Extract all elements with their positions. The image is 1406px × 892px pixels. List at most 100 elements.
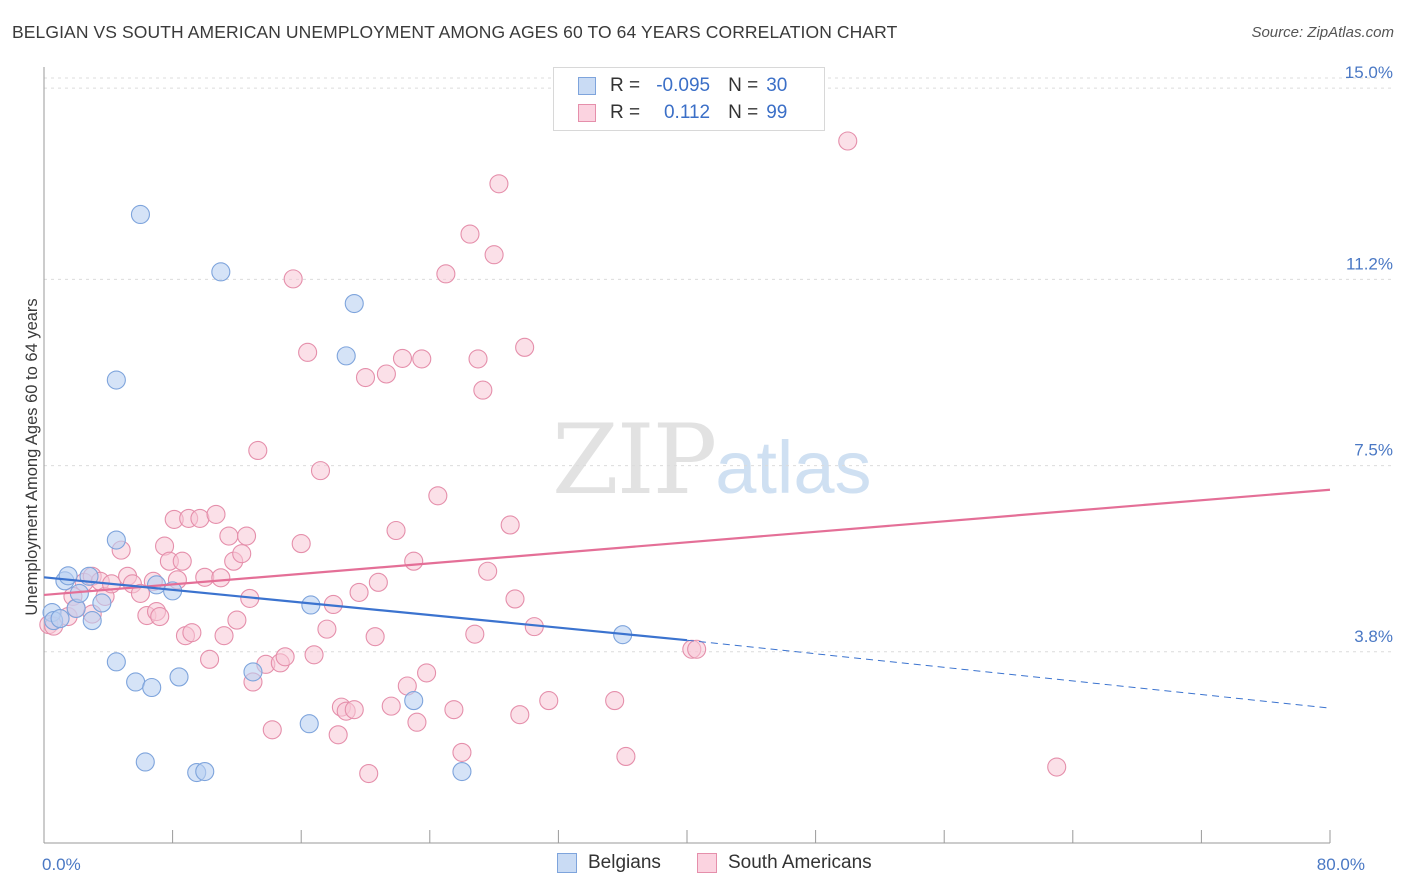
belgians-trend-line [43,576,688,642]
belgian-point [404,691,424,711]
belgian-point [195,761,215,782]
south-american-point [365,627,385,647]
south-american-point [248,440,268,461]
south-american-point [515,337,535,357]
south-american-point [616,746,636,766]
south-american-point [505,589,525,609]
south-american-point [328,725,348,745]
n-label: N = [728,75,759,96]
belgian-point [142,677,162,698]
south-american-point [444,700,464,720]
r-label: R = [610,102,641,123]
belgian-point [126,672,146,692]
y-tick-label: 3.8% [1354,627,1393,646]
belgian-point [82,611,102,631]
south-american-point [214,626,234,646]
south-american-point [355,367,376,388]
belgian-point [135,752,155,772]
belgian-point [106,530,126,550]
south-american-point [359,764,379,784]
legend-row-belgians: R = -0.095 N = 30 [578,73,787,99]
south-american-point [304,645,324,665]
south-american-point [195,567,215,587]
south-american-point [211,568,231,588]
series-legend: Belgians South Americans [0,852,1406,878]
r-value: 0.112 [663,102,711,123]
south-american-point [436,264,456,284]
south-american-point [236,526,257,546]
legend-row-south-americans: R = 0.112 N = 99 [578,100,787,126]
south-american-point [172,551,192,571]
south-american-point [500,515,520,535]
south-american-point [510,705,530,725]
n-value: 30 [766,75,788,96]
belgian-point [169,667,189,687]
r-label: R = [610,75,641,96]
belgian-point [106,370,126,390]
south-american-point [484,245,504,265]
south-americans-trend-line [43,488,1331,597]
south-american-point [468,349,488,369]
r-value: -0.095 [656,75,711,96]
y-tick-label: 15.0% [1345,63,1393,82]
south-american-point [452,742,472,762]
legend-item-belgians[interactable]: Belgians [557,852,661,874]
south-american-point [404,551,424,571]
belgian-point [130,204,150,225]
south-american-point [310,461,331,481]
trend-lines [43,488,1331,709]
chart-title: BELGIAN VS SOUTH AMERICAN UNEMPLOYMENT A… [12,22,898,42]
belgian-point [58,566,78,586]
belgian-point [452,761,472,782]
belgian-point [106,652,126,672]
belgian-point [243,662,263,682]
grid-lines [44,77,1392,653]
south-american-point [392,348,413,368]
south-american-point [465,624,485,644]
y-tick-label: 11.2% [1346,254,1393,273]
south-americans-legend-swatch [697,853,717,873]
south-american-point [376,364,396,384]
x-tick-label: 0.0% [42,855,81,874]
south-american-point [460,224,480,244]
south-american-point [349,582,369,602]
belgians-legend-swatch [557,853,577,873]
south-american-point [130,583,150,603]
belgian-point [336,346,356,366]
n-label: N = [728,102,759,123]
belgian-point [344,293,364,314]
south-american-point [1047,757,1067,777]
belgians-trend-extension [686,639,1331,709]
legend-item-south-americans[interactable]: South Americans [697,852,872,874]
belgian-point [211,262,231,282]
x-tick-label: 80.0% [1317,855,1365,874]
south-american-point [344,700,364,720]
y-axis-label: Unemployment Among Ages 60 to 64 years [23,298,41,615]
belgians-points [42,204,633,783]
south-american-point [412,349,432,369]
south-american-point [539,691,559,711]
south-american-point [417,663,437,683]
belgian-point [92,593,112,613]
south-american-point [232,544,252,564]
watermark-zip: ZIP [552,404,717,516]
south-american-point [381,696,401,716]
south-american-point [687,639,707,659]
axes [43,67,1331,844]
south-american-point [605,691,625,711]
south-american-point [317,619,337,639]
south-american-point [368,572,388,592]
correlation-legend: R = -0.095 N = 30 R = 0.112 N = 99 [553,67,825,131]
south-american-point [200,649,220,669]
belgians-swatch [578,77,596,95]
south-american-point [489,174,509,194]
source-credit: Source: ZipAtlas.com [1251,24,1394,41]
belgian-point [299,714,319,734]
legend-label-south-americans: South Americans [728,852,872,873]
n-value: 99 [766,102,788,123]
south-american-point [283,269,303,289]
zipatlas-watermark: ZIPatlas [552,404,872,516]
south-american-point [275,647,295,667]
south-american-point [473,380,493,400]
